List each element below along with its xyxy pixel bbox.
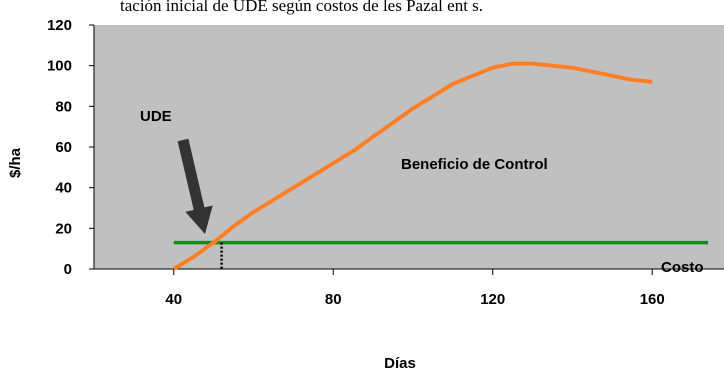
caption-text: tación inicial de UDE según costos de le…: [120, 0, 483, 15]
ude-label: UDE: [140, 108, 172, 125]
x-tick-label: 160: [640, 291, 665, 308]
series-layer: [172, 61, 709, 271]
x-tick-label: 80: [325, 291, 342, 308]
y-tick-label: 40: [55, 180, 72, 197]
x-axis-title: Días: [384, 355, 416, 372]
x-tick-group: 40 80 120 160: [165, 269, 665, 308]
y-tick-label: 120: [47, 17, 72, 34]
plot-area: [94, 25, 724, 269]
y-tick-label: 0: [64, 261, 72, 278]
y-tick-label: 20: [55, 220, 72, 237]
y-tick-label: 100: [47, 58, 72, 75]
y-tick-label: 80: [55, 98, 72, 115]
y-axis-title: $/ha: [7, 147, 24, 178]
x-tick-label: 40: [165, 291, 182, 308]
cost-label: Costo: [661, 259, 704, 276]
y-tick-group: 0 20 40 60 80 100 120: [47, 17, 94, 278]
y-tick-label: 60: [55, 139, 72, 156]
benefit-label: Beneficio de Control: [401, 156, 548, 173]
x-tick-label: 120: [480, 291, 505, 308]
ude-arrow: [177, 138, 213, 234]
benefit-curve: [172, 61, 653, 271]
